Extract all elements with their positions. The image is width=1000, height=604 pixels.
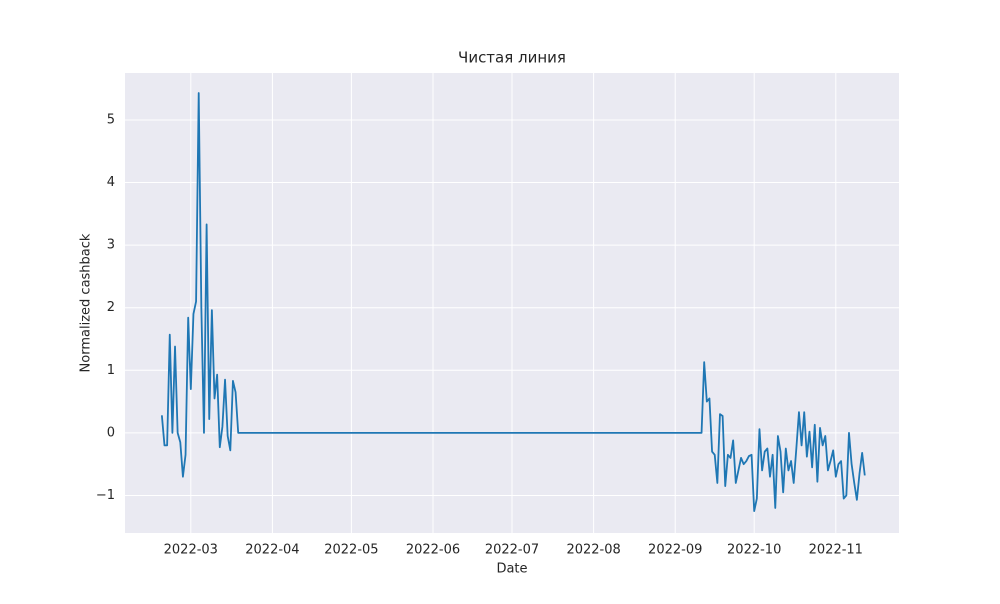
y-axis-label: Normalized cashback (79, 233, 94, 372)
y-tick-label: 4 (107, 175, 115, 190)
y-tick-label: 2 (107, 300, 115, 315)
y-tick-label: 3 (107, 238, 115, 253)
x-tick-label: 2022-08 (566, 543, 620, 558)
y-tick-label: 0 (107, 425, 115, 440)
x-axis-label: Date (496, 562, 527, 577)
x-tick-label: 2022-05 (324, 543, 378, 558)
x-tick-label: 2022-07 (485, 543, 539, 558)
data-line (160, 92, 866, 512)
y-tick-label: 1 (107, 363, 115, 378)
x-tick-label: 2022-10 (727, 543, 781, 558)
x-tick-label: 2022-09 (648, 543, 702, 558)
y-tick-label: −1 (96, 488, 115, 503)
y-tick-label: 5 (107, 112, 115, 127)
x-tick-label: 2022-03 (164, 543, 218, 558)
x-tick-label: 2022-04 (245, 543, 299, 558)
x-tick-label: 2022-11 (809, 543, 863, 558)
x-tick-label: 2022-06 (406, 543, 460, 558)
chart-title: Чистая линия (458, 49, 566, 67)
